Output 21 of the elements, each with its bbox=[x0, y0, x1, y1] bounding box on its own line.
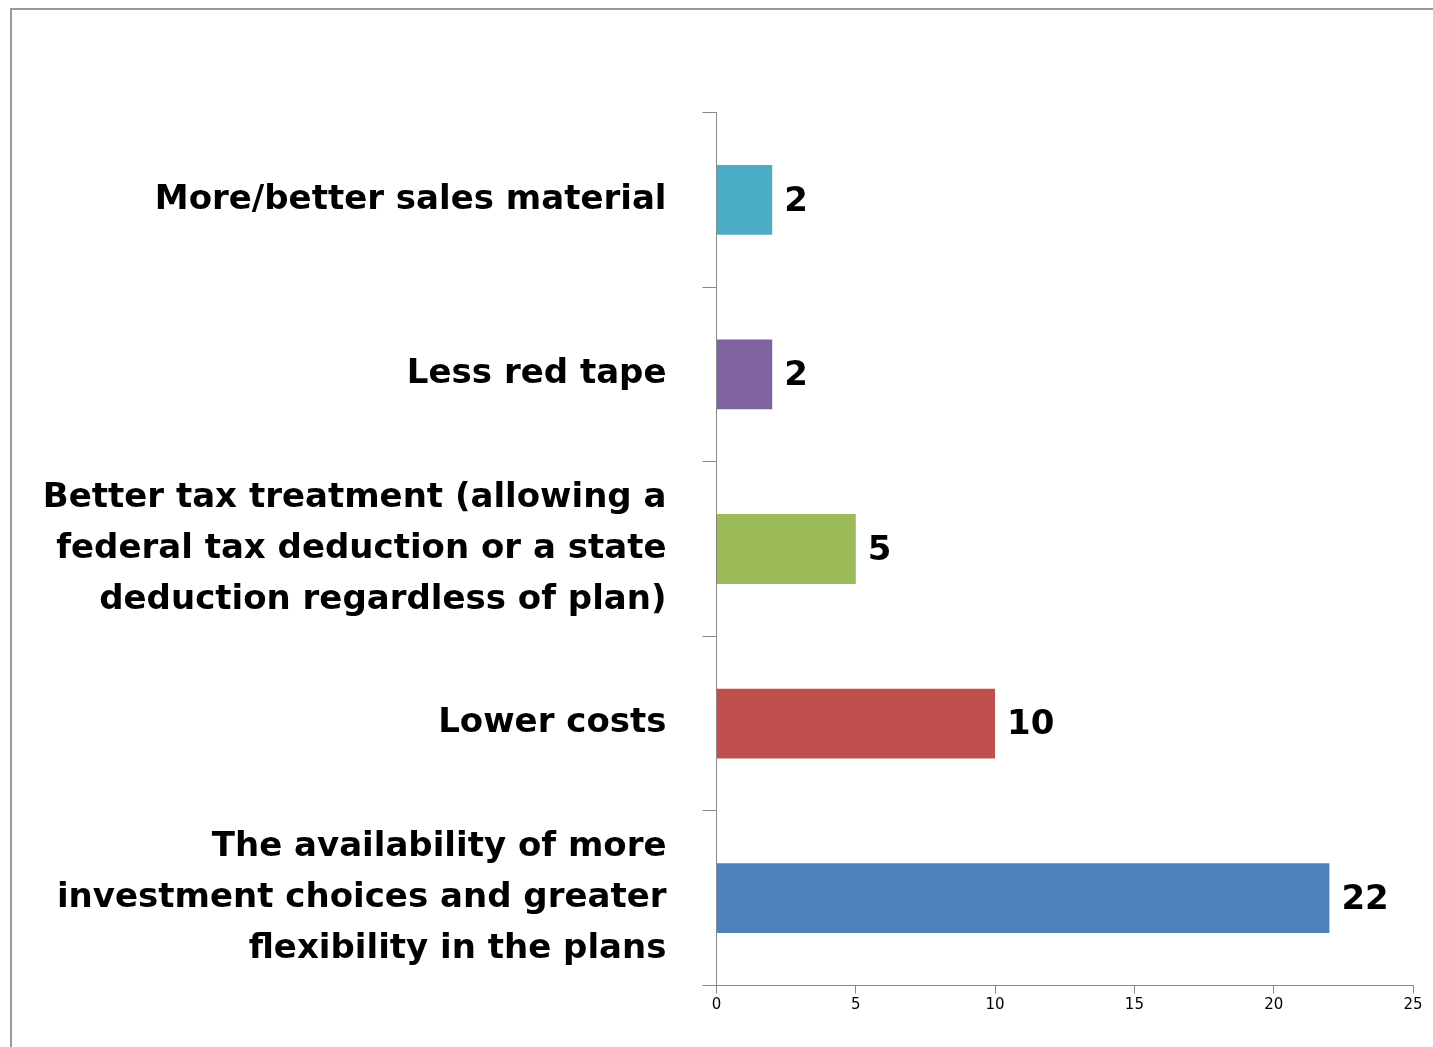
y-tick-label: The availability of more investment choices and greater flexibility in the plans bbox=[56, 824, 667, 967]
data-label: 22 bbox=[1341, 877, 1389, 918]
bar bbox=[717, 688, 996, 759]
y-tick-label: Lower costs bbox=[438, 700, 667, 741]
data-label: 2 bbox=[784, 178, 808, 219]
bar bbox=[717, 514, 856, 584]
x-tick-label: 25 bbox=[1403, 995, 1423, 1014]
data-label: 2 bbox=[784, 353, 808, 394]
x-tick-label: 20 bbox=[1264, 995, 1284, 1014]
y-tick-label: Better tax treatment (allowing a federal tax deduction or a state deduction regardless of plan) bbox=[42, 474, 667, 617]
data-label: 10 bbox=[1007, 702, 1055, 743]
x-tick-label: 0 bbox=[711, 995, 722, 1014]
x-tick-label: 15 bbox=[1124, 995, 1144, 1014]
bar bbox=[717, 863, 1330, 934]
bar bbox=[717, 339, 773, 410]
data-label: 5 bbox=[867, 527, 892, 568]
x-tick-label: 10 bbox=[985, 995, 1005, 1014]
y-tick-label: More/better sales material bbox=[154, 176, 667, 217]
x-tick-label: 5 bbox=[851, 995, 861, 1014]
bar bbox=[717, 164, 773, 235]
y-tick-label: Less red tape bbox=[406, 351, 667, 392]
